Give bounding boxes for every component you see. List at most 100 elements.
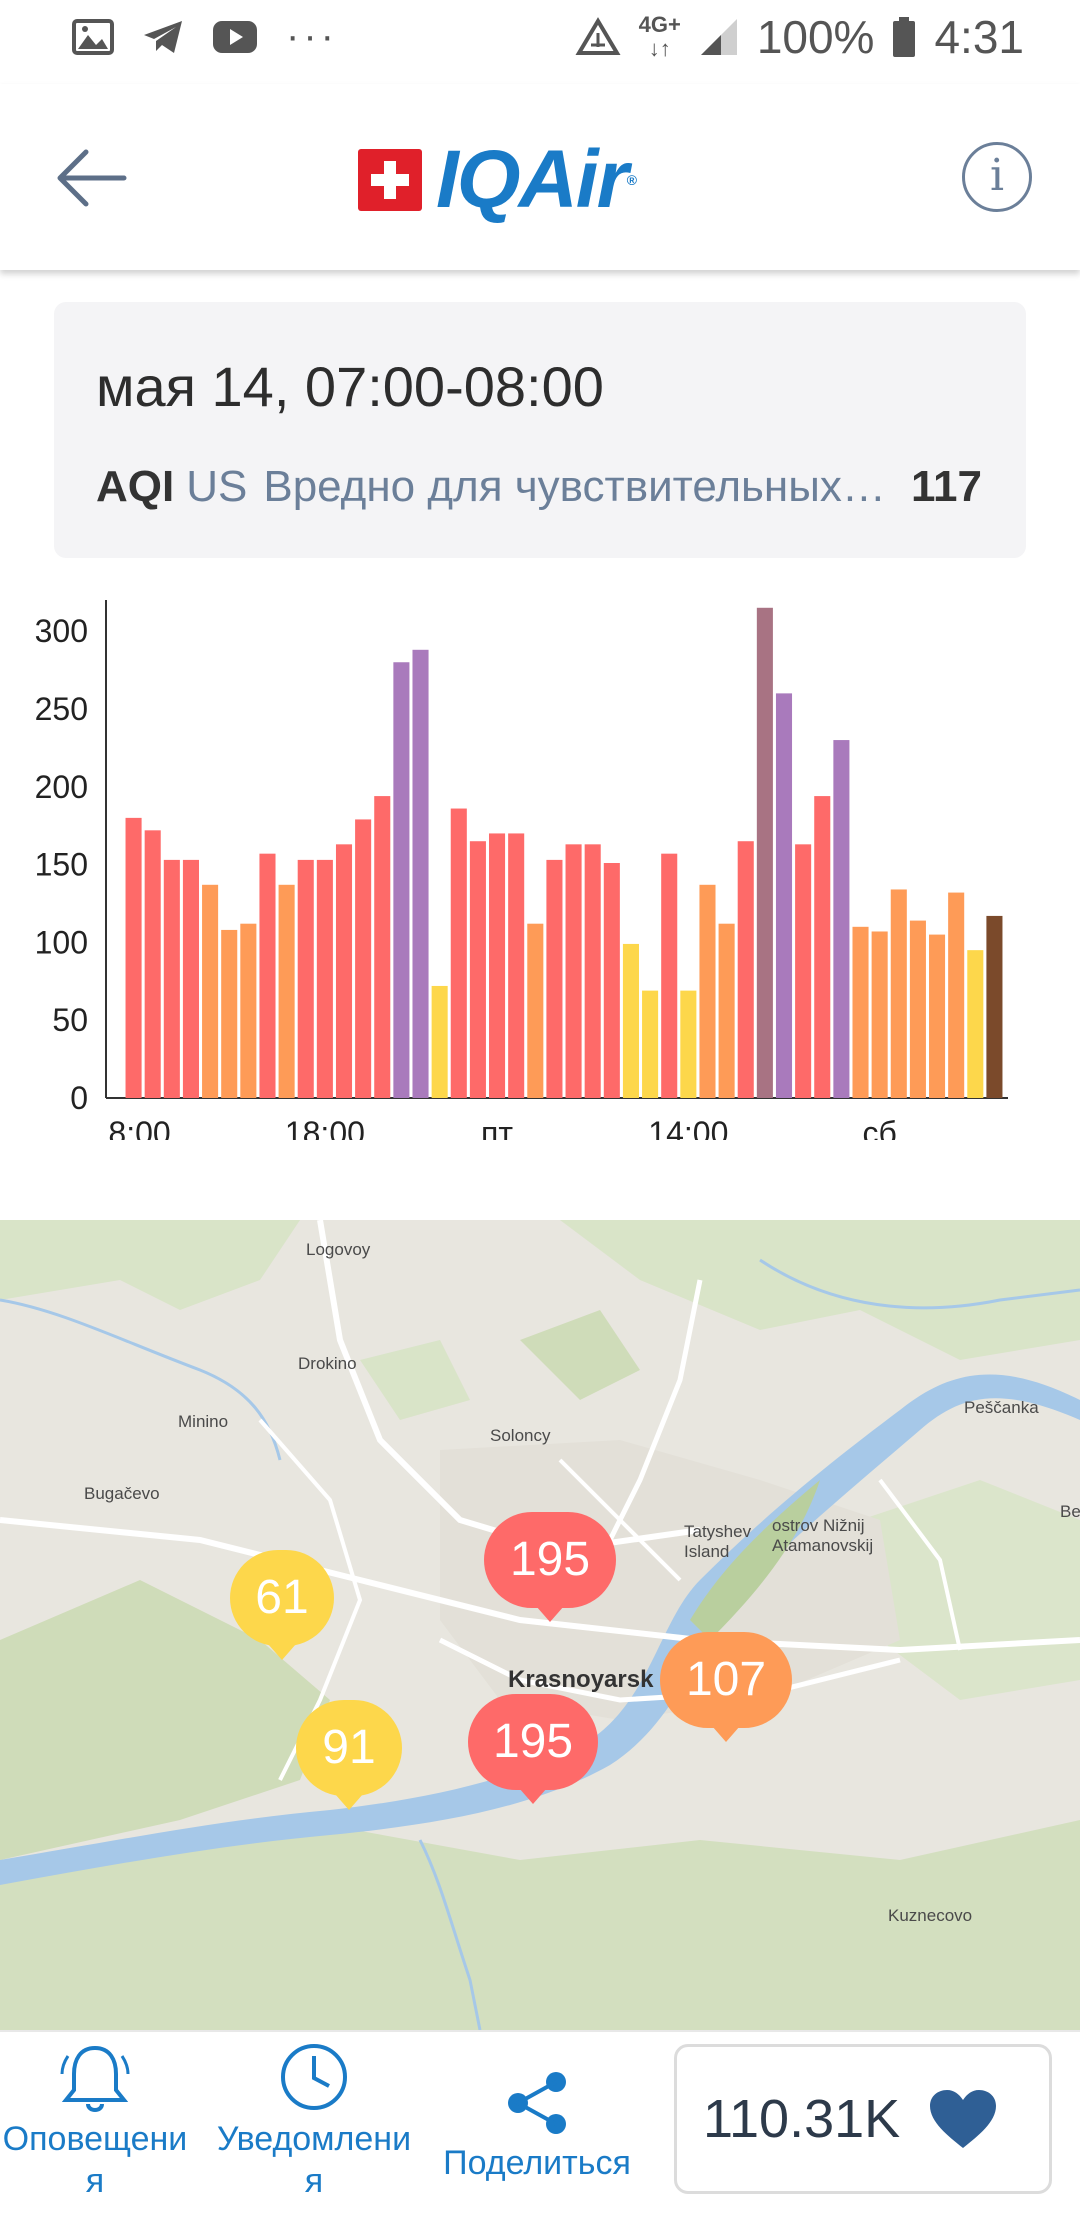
chart-bar[interactable] (163, 859, 180, 1098)
map-label-be: Be (1060, 1502, 1080, 1521)
station-aqi-value: 195 (509, 1533, 591, 1586)
notifications-button[interactable]: Уведомления (214, 2040, 414, 2202)
chart-bar[interactable] (565, 844, 582, 1098)
iqair-logo: IQAir® (358, 139, 637, 221)
y-tick-label: 300 (35, 613, 88, 649)
chart-bar[interactable] (374, 796, 391, 1098)
map-label-krasnoyarsk: Krasnoyarsk (508, 1666, 654, 1693)
bell-icon (60, 2045, 130, 2112)
station-aqi-value: 107 (685, 1653, 767, 1706)
map-label-soloncy: Soloncy (490, 1426, 551, 1445)
x-tick-label: сб (862, 1115, 896, 1140)
bottom-action-bar: Оповещения Уведомления Поделиться (0, 2030, 1080, 2220)
notifications-label: Уведомления (216, 2120, 412, 2200)
chart-bar[interactable] (814, 796, 831, 1098)
info-icon: i (989, 150, 1005, 201)
youtube-icon (213, 20, 257, 53)
chart-bar[interactable] (756, 607, 773, 1098)
station-pin[interactable]: 91 (296, 1700, 402, 1810)
telegram-icon (144, 20, 182, 53)
chart-bar[interactable] (603, 863, 620, 1098)
hourly-aqi-chart-svg[interactable]: 0 50 100 150 200 250 300 8:00 18:00 пт 14:00 сб (0, 590, 1080, 1140)
chart-bar[interactable] (240, 923, 257, 1098)
station-aqi-value: 195 (492, 1715, 574, 1768)
share-icon (508, 2072, 566, 2134)
chart-bar[interactable] (929, 934, 946, 1098)
chart-bar[interactable] (871, 931, 888, 1098)
like-button[interactable]: 110.31K (674, 2044, 1052, 2194)
chart-bar[interactable] (469, 841, 486, 1098)
chart-bar[interactable] (144, 830, 161, 1098)
chart-bar[interactable] (412, 649, 429, 1098)
status-bar: ··· 4G+ ↓↑ 100% 4:31 (0, 0, 1080, 84)
map-label-logovoy: Logovoy (306, 1240, 371, 1259)
station-map[interactable]: Logovoy Drokino Minino Soloncy Bugačevo … (0, 1220, 1080, 2030)
station-pin[interactable]: 195 (468, 1694, 598, 1804)
network-type-label: 4G+ (638, 12, 681, 37)
x-tick-label: 18:00 (285, 1115, 365, 1140)
chart-bar[interactable] (584, 844, 601, 1098)
info-button[interactable]: i (962, 142, 1032, 212)
chart-bar[interactable] (393, 662, 410, 1098)
chart-bar[interactable] (259, 853, 276, 1098)
hourly-aqi-chart[interactable]: 0 50 100 150 200 250 300 8:00 18:00 пт 14:00 сб (0, 590, 1080, 1140)
alerts-button[interactable]: Оповещения (0, 2040, 190, 2202)
chart-bar[interactable] (508, 833, 525, 1098)
chart-bar[interactable] (297, 859, 314, 1098)
back-button[interactable] (50, 136, 134, 220)
station-pin[interactable]: 195 (484, 1512, 616, 1622)
chart-bar[interactable] (661, 853, 678, 1098)
chart-bar[interactable] (948, 892, 965, 1098)
chart-bar[interactable] (355, 819, 372, 1098)
network-type: 4G+ ↓↑ (638, 12, 681, 61)
share-button[interactable]: Поделиться (430, 2068, 644, 2184)
chart-bar[interactable] (833, 740, 850, 1098)
aqi-standard: US (186, 462, 248, 511)
chart-bar[interactable] (680, 990, 697, 1098)
clock: 4:31 (934, 11, 1024, 63)
data-saver-icon (575, 17, 621, 55)
chart-bar[interactable] (622, 943, 639, 1098)
chart-bar[interactable] (527, 923, 544, 1098)
chart-bar[interactable] (278, 884, 295, 1098)
chart-bar[interactable] (967, 950, 984, 1098)
app-header: IQAir® i (0, 84, 1080, 270)
map-label-minino: Minino (178, 1412, 229, 1431)
chart-bar[interactable] (182, 859, 199, 1098)
gallery-icon (72, 18, 114, 55)
likes-count: 110.31K (703, 2089, 901, 2149)
chart-bar[interactable] (775, 693, 793, 1098)
chart-bar[interactable] (642, 990, 659, 1098)
chart-bar[interactable] (316, 859, 333, 1098)
chart-bar[interactable] (431, 985, 448, 1098)
chart-bar[interactable] (890, 889, 907, 1098)
battery-icon (893, 17, 916, 57)
map-label-tatyshev: Tatyshev Island (684, 1522, 752, 1561)
station-pin[interactable]: 107 (660, 1632, 792, 1742)
map-background[interactable] (0, 1220, 1080, 2030)
chart-bar[interactable] (852, 926, 869, 1098)
chart-bar[interactable] (909, 920, 926, 1098)
y-tick-label: 0 (70, 1080, 88, 1116)
chart-bar[interactable] (335, 844, 353, 1098)
chart-bar[interactable] (718, 923, 735, 1098)
chart-bar[interactable] (450, 808, 467, 1098)
map-label-pescanka: Peščanka (964, 1398, 1039, 1417)
chart-bar[interactable] (699, 884, 716, 1098)
chart-bar[interactable] (202, 884, 219, 1098)
station-pin[interactable]: 61 (230, 1550, 334, 1660)
chart-bar[interactable] (986, 915, 1003, 1098)
x-tick-label: пт (481, 1115, 513, 1140)
chart-bar[interactable] (795, 844, 812, 1098)
x-tick-label: 8:00 (108, 1115, 170, 1140)
map-label-ostrov: ostrov Nižnij Atamanovskij (772, 1516, 874, 1555)
chart-bar[interactable] (221, 929, 238, 1098)
chart-bar[interactable] (125, 817, 142, 1098)
aqi-row: AQI US Вредно для чувствительных групп 1… (96, 462, 982, 512)
y-tick-label: 150 (35, 847, 88, 883)
chart-bar[interactable] (489, 833, 506, 1098)
y-tick-label: 200 (35, 769, 88, 805)
chart-bar[interactable] (737, 841, 754, 1098)
chart-bar[interactable] (546, 859, 563, 1098)
arrow-left-icon (57, 149, 127, 207)
